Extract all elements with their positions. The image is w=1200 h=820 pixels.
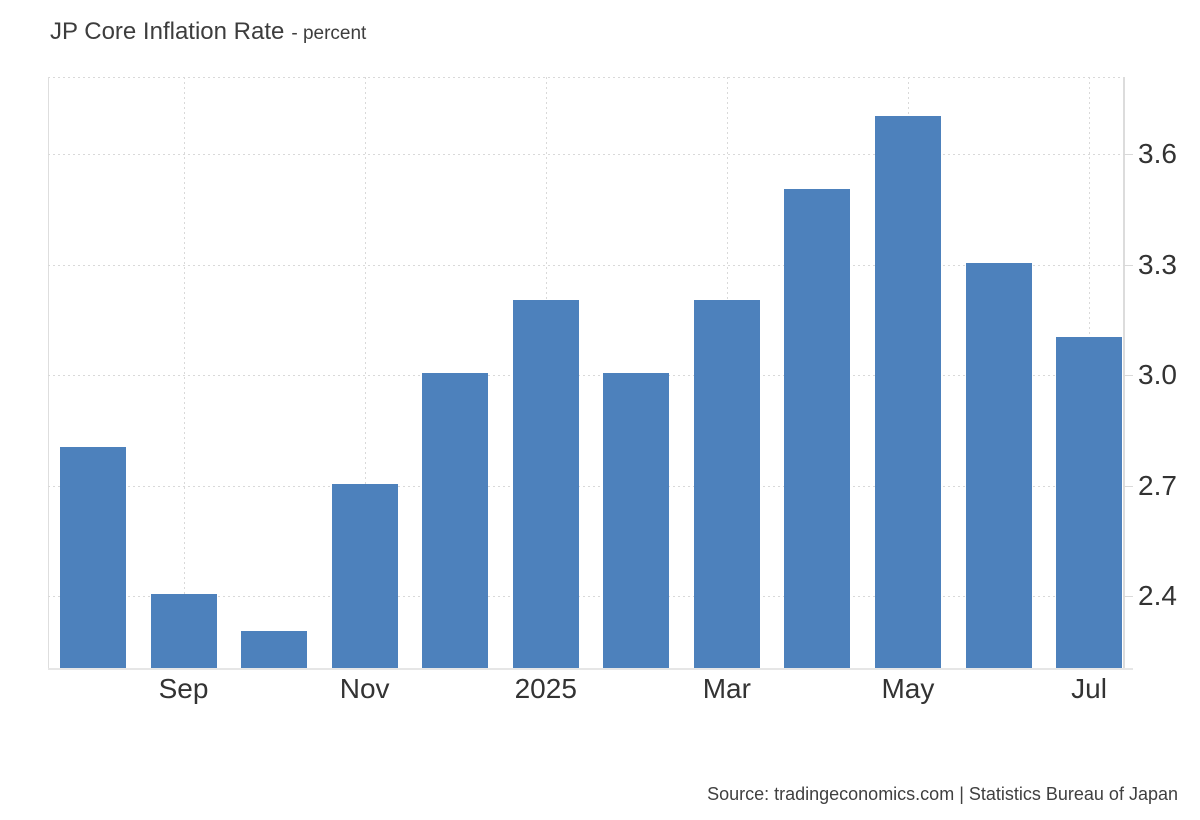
- bar-mar-2025[interactable]: [693, 299, 760, 668]
- x-axis-label-may: May: [881, 673, 935, 704]
- y-axis-label-2-7: 2.7: [1138, 469, 1177, 501]
- plot-left-border: [48, 77, 49, 670]
- bar-jul-2025[interactable]: [1056, 336, 1123, 668]
- x-axis-label-jul: Jul: [1071, 673, 1107, 704]
- bar-oct-2024[interactable]: [241, 631, 308, 668]
- bar-nov-2024[interactable]: [331, 483, 398, 668]
- y-axis-label-2-4: 2.4: [1138, 580, 1177, 612]
- y-axis-label-3-3: 3.3: [1138, 248, 1177, 280]
- x-axis-label-2025: 2025: [514, 673, 577, 704]
- chart-title: JP Core Inflation Rate - percent: [50, 18, 366, 46]
- y-tick-mark: [1124, 596, 1133, 598]
- y-gridline: [48, 485, 1125, 487]
- y-tick-mark: [1124, 154, 1133, 156]
- y-gridline: [48, 154, 1125, 156]
- y-axis-label-3-0: 3.0: [1138, 359, 1177, 391]
- y-gridline: [48, 596, 1125, 598]
- chart-title-main: JP Core Inflation Rate: [50, 18, 285, 45]
- bar-jun-2025[interactable]: [965, 262, 1032, 668]
- x-axis-line: [48, 668, 1133, 670]
- y-axis-line: [1123, 77, 1125, 670]
- bar-aug-2024[interactable]: [60, 447, 126, 668]
- x-axis-label-sep: Sep: [158, 673, 209, 704]
- y-gridline: [48, 264, 1125, 266]
- bar-sep-2024[interactable]: [150, 594, 217, 668]
- x-axis-label-mar: Mar: [702, 673, 751, 704]
- y-tick-mark: [1124, 375, 1133, 377]
- x-axis-label-nov: Nov: [339, 673, 390, 704]
- bar-jan-2025[interactable]: [512, 299, 579, 668]
- plot-top-border: [48, 77, 1125, 78]
- chart-title-subtitle: - percent: [291, 23, 367, 44]
- x-gridline: [364, 77, 366, 668]
- bar-feb-2025[interactable]: [603, 373, 670, 668]
- y-axis-label-3-6: 3.6: [1138, 138, 1177, 170]
- plot-area: [48, 77, 1133, 670]
- source-text: Source: tradingeconomics.com | Statistic…: [707, 784, 1178, 804]
- y-tick-mark: [1124, 485, 1133, 487]
- y-gridline: [48, 375, 1125, 377]
- y-tick-mark: [1124, 264, 1133, 266]
- bar-dec-2024[interactable]: [422, 373, 489, 668]
- bar-apr-2025[interactable]: [784, 189, 851, 668]
- x-gridline: [183, 77, 185, 668]
- bar-may-2025[interactable]: [874, 115, 941, 668]
